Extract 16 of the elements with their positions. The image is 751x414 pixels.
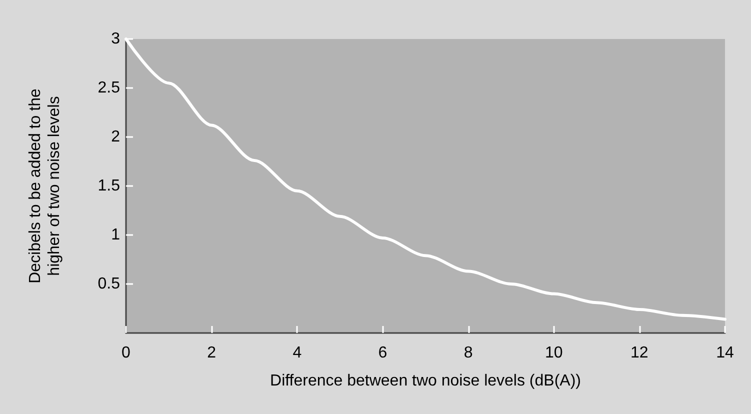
y-tick-label: 0.5 — [98, 276, 120, 292]
x-tick-label: 4 — [292, 344, 302, 362]
y-tick-label: 3 — [111, 30, 120, 48]
x-tick-label: 8 — [464, 344, 473, 362]
y-axis-title: Decibels to be added to the higher of two noise levels — [27, 88, 63, 284]
y-tick-label: 1.5 — [98, 178, 120, 194]
y-tick-label: 1 — [111, 226, 120, 244]
y-tick-label: 2.5 — [98, 80, 120, 96]
y-tick-label: 2 — [111, 128, 120, 146]
x-tick-label: 2 — [207, 344, 216, 362]
x-tick-label: 6 — [378, 344, 388, 362]
x-tick-label: 14 — [716, 344, 734, 362]
x-tick-label: 12 — [630, 344, 648, 362]
x-axis-title: Difference between two noise levels (dB(A)) — [270, 372, 581, 390]
x-tick-label: 10 — [544, 344, 563, 362]
x-tick-label: 0 — [122, 344, 131, 362]
